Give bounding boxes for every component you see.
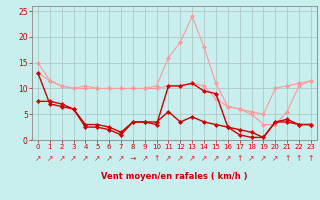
Text: ↗: ↗ bbox=[201, 154, 207, 163]
X-axis label: Vent moyen/en rafales ( km/h ): Vent moyen/en rafales ( km/h ) bbox=[101, 172, 248, 181]
Text: ↗: ↗ bbox=[213, 154, 219, 163]
Text: ↗: ↗ bbox=[225, 154, 231, 163]
Text: ↗: ↗ bbox=[272, 154, 278, 163]
Text: ↗: ↗ bbox=[82, 154, 89, 163]
Text: ↗: ↗ bbox=[189, 154, 196, 163]
Text: ↑: ↑ bbox=[296, 154, 302, 163]
Text: ↗: ↗ bbox=[248, 154, 255, 163]
Text: ↗: ↗ bbox=[106, 154, 112, 163]
Text: ↗: ↗ bbox=[165, 154, 172, 163]
Text: ↗: ↗ bbox=[59, 154, 65, 163]
Text: ↑: ↑ bbox=[284, 154, 290, 163]
Text: ↗: ↗ bbox=[118, 154, 124, 163]
Text: ↑: ↑ bbox=[153, 154, 160, 163]
Text: ↑: ↑ bbox=[308, 154, 314, 163]
Text: ↗: ↗ bbox=[177, 154, 184, 163]
Text: ↗: ↗ bbox=[260, 154, 267, 163]
Text: →: → bbox=[130, 154, 136, 163]
Text: ↗: ↗ bbox=[141, 154, 148, 163]
Text: ↗: ↗ bbox=[94, 154, 100, 163]
Text: ↗: ↗ bbox=[35, 154, 41, 163]
Text: ↗: ↗ bbox=[70, 154, 77, 163]
Text: ↑: ↑ bbox=[236, 154, 243, 163]
Text: ↗: ↗ bbox=[47, 154, 53, 163]
